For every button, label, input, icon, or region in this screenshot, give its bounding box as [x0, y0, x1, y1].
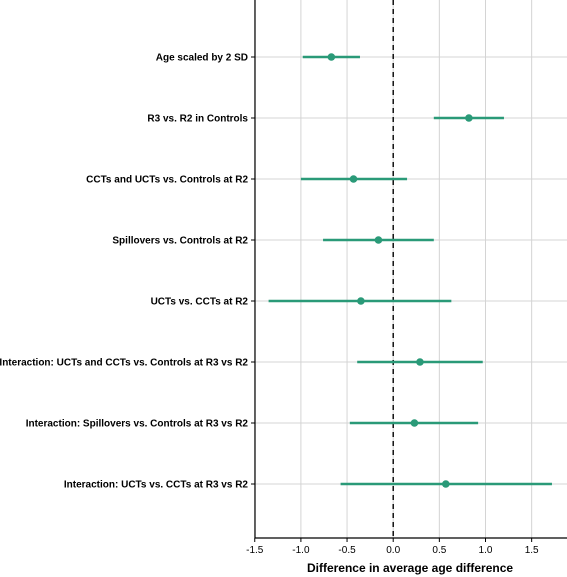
point-estimate: [327, 53, 336, 61]
point-estimate: [416, 358, 424, 366]
point-estimate: [357, 297, 365, 305]
grid-layer: [254, 0, 567, 538]
x-tick-label: 1.5: [525, 545, 539, 556]
row-label: UCTs vs. CCTs at R2: [151, 297, 249, 308]
row-label: Interaction: UCTs vs. CCTs at R3 vs R2: [64, 480, 249, 491]
x-axis-title: Difference in average age difference: [307, 561, 513, 575]
point-estimate: [465, 114, 473, 122]
point-estimate: [410, 419, 419, 427]
point-estimate: [374, 236, 383, 244]
point-estimate: [442, 480, 450, 488]
x-tick-label: -1.0: [292, 545, 310, 556]
row-label: Spillovers vs. Controls at R2: [112, 236, 248, 247]
x-tick-label: -1.5: [246, 545, 264, 556]
row-label: Interaction: UCTs and CCTs vs. Controls …: [0, 358, 248, 369]
row-label: CCTs and UCTs vs. Controls at R2: [86, 175, 248, 186]
point-estimate: [349, 175, 358, 183]
axis-layer: -1.5 -1.0 -0.5 0.0 0.5 1.0 1.5: [246, 0, 567, 556]
row-label: Interaction: Spillovers vs. Controls at …: [26, 419, 249, 430]
label-layer: Age scaled by 2 SD R3 vs. R2 in Controls C…: [0, 53, 248, 491]
x-tick-label: 1.0: [479, 545, 493, 556]
x-tick-label: 0.5: [432, 545, 446, 556]
row-label: R3 vs. R2 in Controls: [147, 114, 248, 125]
x-tick-label: -0.5: [338, 545, 356, 556]
x-tick-label: 0.0: [386, 545, 400, 556]
mark-layer: [268, 53, 552, 488]
row-label: Age scaled by 2 SD: [156, 53, 248, 64]
